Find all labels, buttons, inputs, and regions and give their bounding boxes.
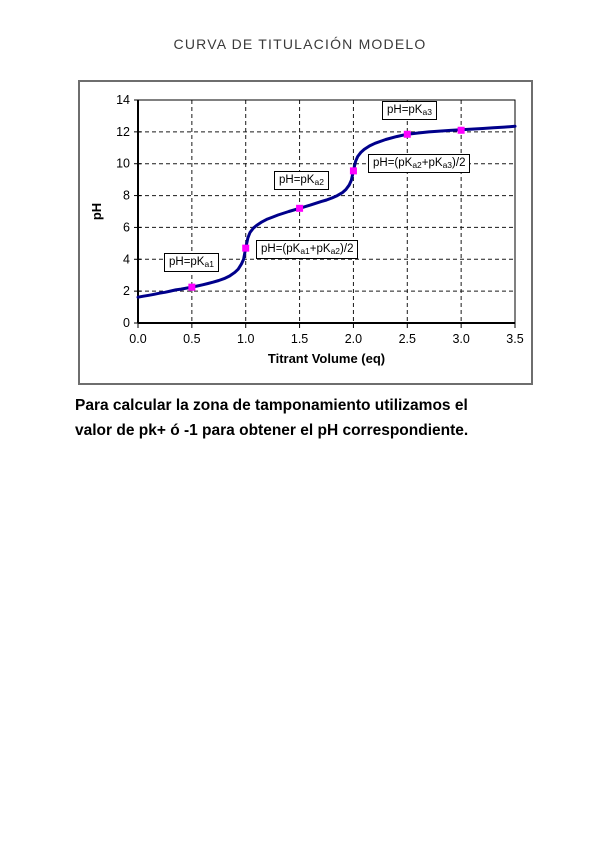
data-point-marker <box>403 130 411 138</box>
x-tick-label: 0.5 <box>183 332 200 346</box>
x-tick-label: 1.5 <box>291 332 308 346</box>
titration-chart: 0 2 4 6 8 10 12 14 0.0 0.5 1.0 1.5 2.0 2.5 3.0 3.5 Titra… <box>89 93 524 366</box>
annotation-ph-pka3: pH=pKa3 <box>382 101 437 120</box>
annotation-ph-pka2-pka3-avg: pH=(pKa2+pKa3)/2 <box>368 154 471 173</box>
page-title: CURVA DE TITULACIÓN MODELO <box>173 36 427 52</box>
y-axis-title: pH <box>89 203 104 220</box>
x-tick-label: 2.5 <box>399 332 416 346</box>
y-tick-label: 4 <box>123 252 130 266</box>
x-tick-label: 0.0 <box>129 332 146 346</box>
y-tick-label: 0 <box>123 316 130 330</box>
data-point-marker <box>349 167 357 175</box>
x-axis-title: Titrant Volume (eq) <box>268 351 385 366</box>
data-point-marker <box>188 283 196 291</box>
x-tick-label: 3.0 <box>452 332 469 346</box>
y-tick-label: 2 <box>123 284 130 298</box>
y-tick-label: 12 <box>116 125 130 139</box>
annotation-ph-pka1: pH=pKa1 <box>164 253 219 272</box>
caption-line-1: Para calcular la zona de tamponamiento u… <box>75 397 468 414</box>
annotation-ph-pka1-pka2-avg: pH=(pKa1+pKa2)/2 <box>256 240 359 259</box>
y-tick-label: 10 <box>116 157 130 171</box>
titration-chart-frame: 0 2 4 6 8 10 12 14 0.0 0.5 1.0 1.5 2.0 2.5 3.0 3.5 Titra… <box>78 80 533 385</box>
y-tick-label: 14 <box>116 93 130 107</box>
x-tick-label: 3.5 <box>506 332 523 346</box>
data-point-marker <box>457 126 465 134</box>
x-tick-label: 2.0 <box>345 332 362 346</box>
caption-text: Para calcular la zona de tamponamiento u… <box>75 393 545 443</box>
y-tick-label: 6 <box>123 220 130 234</box>
data-point-marker <box>242 244 250 252</box>
data-point-marker <box>296 204 304 212</box>
y-tick-label: 8 <box>123 189 130 203</box>
x-tick-label: 1.0 <box>237 332 254 346</box>
caption-line-2: valor de pk+ ó -1 para obtener el pH cor… <box>75 422 469 439</box>
annotation-ph-pka2: pH=pKa2 <box>274 171 329 190</box>
